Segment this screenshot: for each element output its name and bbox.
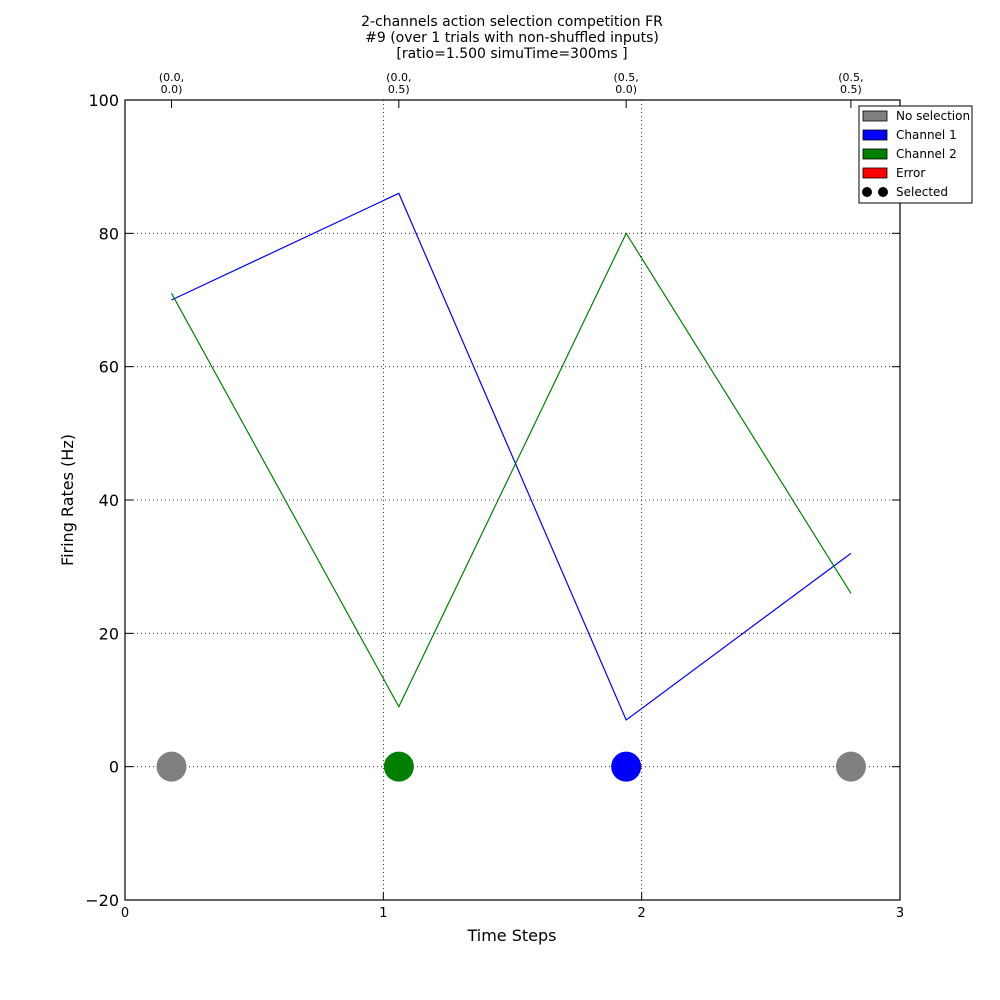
x-tick-label: 0 — [121, 906, 129, 921]
selection-marker — [611, 751, 642, 782]
x-axis-label: Time Steps — [466, 926, 556, 945]
y-tick-label: 60 — [99, 358, 119, 377]
x-tick-label: 3 — [896, 906, 904, 921]
series-line-channel-2 — [170, 232, 852, 708]
series-layer — [170, 192, 852, 721]
y-tick-label: −20 — [85, 891, 119, 910]
top-tick-label-line2: 0.0) — [615, 83, 637, 96]
x-tick-label: 2 — [638, 906, 646, 921]
series-line-channel-1 — [171, 192, 852, 721]
selection-marker — [383, 751, 414, 782]
legend: No selection Channel 1 Channel 2 Error Selec… — [858, 105, 973, 204]
x-tick-label: 1 — [379, 906, 387, 921]
grid-layer — [125, 100, 900, 900]
chart-title-line-1: 2-channels action selection competition … — [361, 14, 663, 30]
top-tick-label-line1: (0.5, — [838, 71, 863, 84]
y-tick-label: 0 — [109, 758, 119, 777]
y-tick-label: 40 — [99, 491, 119, 510]
selection-marker — [156, 751, 187, 782]
legend-label: Channel 1 — [896, 128, 957, 142]
top-tick-label-line2: 0.0) — [161, 83, 183, 96]
legend-label: Channel 2 — [896, 147, 957, 161]
legend-swatch — [862, 129, 888, 141]
legend-marker — [862, 187, 872, 197]
top-tick-label-line1: (0.0, — [159, 71, 184, 84]
y-tick-label: 80 — [99, 224, 119, 243]
legend-marker — [878, 187, 888, 197]
top-tick-label-line2: 0.5) — [388, 83, 410, 96]
chart-title-line-2: #9 (over 1 trials with non-shuffled inpu… — [365, 30, 659, 46]
legend-label: Error — [896, 166, 925, 180]
legend-label: No selection — [896, 109, 970, 123]
y-tick-label: 20 — [99, 624, 119, 643]
y-tick-label: 100 — [88, 91, 119, 110]
legend-label: Selected — [896, 185, 948, 199]
legend-swatch — [862, 167, 888, 179]
marker-layer — [156, 751, 866, 782]
legend-swatch — [862, 110, 888, 122]
selection-marker — [835, 751, 866, 782]
chart-title-line-3: [ratio=1.500 simuTime=300ms ] — [396, 46, 628, 62]
top-tick-label-line1: (0.0, — [386, 71, 411, 84]
top-tick-label-line2: 0.5) — [840, 83, 862, 96]
top-tick-label-line1: (0.5, — [614, 71, 639, 84]
y-axis-label: Firing Rates (Hz) — [58, 434, 77, 566]
legend-swatch — [862, 148, 888, 160]
